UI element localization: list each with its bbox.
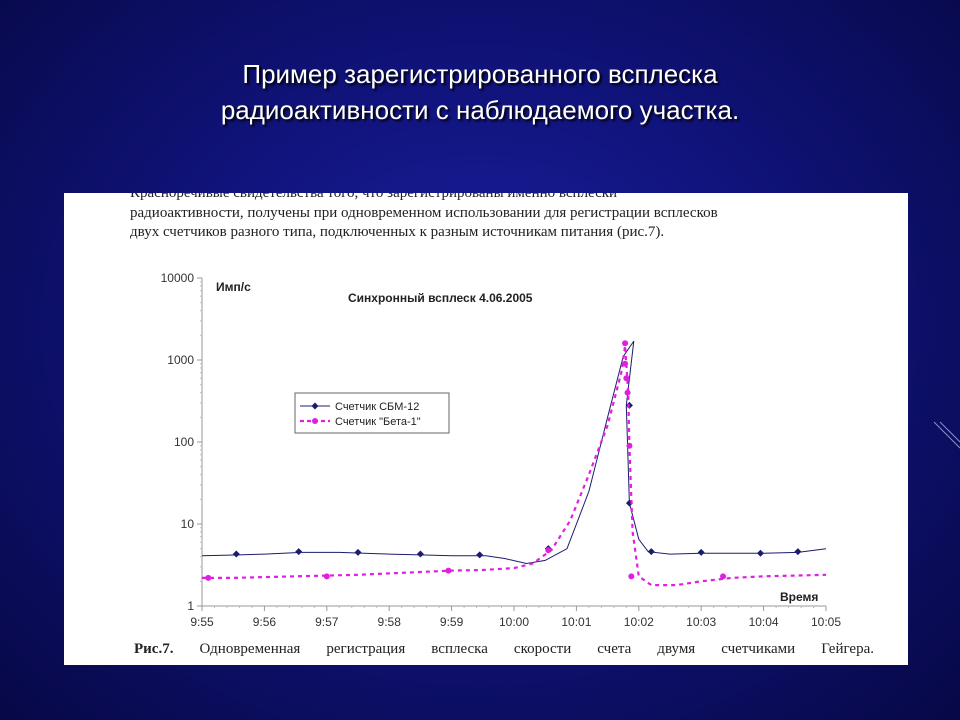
data-point-beta1 [626,442,633,449]
y-tick-label: 10000 [161,271,195,285]
slide-title: Пример зарегистрированного всплеска ради… [80,56,880,128]
caption-text: Одновременная регистрация всплеска скоро… [199,641,874,657]
x-axis-label: Время [780,590,818,604]
legend-label: Счетчик "Бета-1" [335,416,421,428]
series-line-beta1 [202,345,827,587]
x-tick-label: 9:57 [315,615,339,629]
data-point-beta1 [323,573,330,580]
chart-title: Синхронный всплеск 4.06.2005 [348,291,533,305]
data-point-sbm12 [794,548,802,556]
doc-text-line2: радиоактивности, получены при одновремен… [130,205,718,221]
x-tick-label: 9:55 [190,615,214,629]
caption-label: Рис.7. [134,641,174,657]
data-point-sbm12 [232,550,240,558]
legend-box [294,392,450,434]
data-point-sbm12 [354,548,362,556]
chart-axes: 1 10 100 1000 10000 9:55 9:56 9:57 9:58 9:59 10:00… [161,271,842,629]
data-point-beta1 [624,389,631,396]
data-point-beta1 [720,573,727,580]
data-point-sbm12 [295,548,303,556]
series-line-sbm12 [201,340,827,565]
decorative-corner-lines [933,421,960,449]
slide-title-line1: Пример зарегистрированного всплеска [242,59,718,89]
doc-text-line1: Красноречивые свидетельства того, что за… [130,193,618,201]
data-point-sbm12 [476,551,484,559]
legend: Счетчик СБМ-12 Счетчик "Бета-1" [294,392,450,434]
x-tick-label: 9:59 [440,615,464,629]
x-tick-label: 10:05 [811,615,841,629]
data-point-sbm12 [697,548,705,556]
data-point-sbm12 [416,550,424,558]
legend-marker-beta1 [312,418,318,424]
x-tick-label: 10:02 [624,615,654,629]
legend-marker-sbm12 [311,402,319,410]
data-point-sbm12 [647,548,655,556]
y-axis-label: Имп/с [216,280,251,294]
x-tick-label: 10:04 [749,615,779,629]
x-tick-label: 10:00 [499,615,529,629]
document-excerpt: Красноречивые свидетельства того, что за… [64,193,908,665]
figure-caption: Рис.7. Одновременная регистрация всплеск… [134,641,874,658]
legend-label: Счетчик СБМ-12 [335,401,419,413]
data-point-beta1 [622,340,629,347]
data-point-beta1 [545,547,552,554]
slide-title-line2: радиоактивности с наблюдаемого участка. [220,95,740,125]
x-tick-label: 10:01 [561,615,591,629]
data-point-sbm12 [756,549,764,557]
x-tick-label: 9:56 [253,615,277,629]
data-point-beta1 [623,375,630,382]
doc-text-line3: двух счетчиков разного типа, подключенны… [130,224,665,240]
x-tick-label: 10:03 [686,615,716,629]
data-point-beta1 [445,567,452,574]
chart: 1 10 100 1000 10000 9:55 9:56 9:57 9:58 9:59 10:00… [161,271,842,629]
y-tick-label: 1000 [167,353,194,367]
data-point-beta1 [205,574,212,581]
y-tick-label: 1 [187,599,194,613]
chart-series [201,340,827,587]
y-tick-label: 10 [181,517,195,531]
data-point-beta1 [622,360,629,367]
data-point-beta1 [628,573,635,580]
x-tick-label: 9:58 [378,615,402,629]
y-tick-label: 100 [174,435,194,449]
